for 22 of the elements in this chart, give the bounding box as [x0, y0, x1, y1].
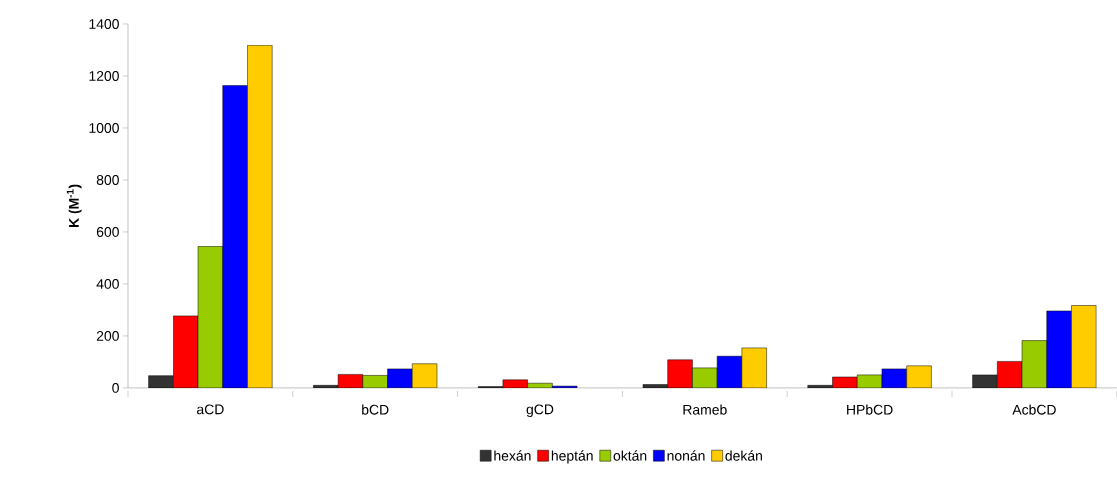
legend-label: heptán — [551, 450, 593, 464]
y-tick-label: 1000 — [89, 123, 119, 133]
bar — [1021, 340, 1048, 388]
bar — [197, 246, 223, 388]
y-tick-label: 0 — [112, 383, 119, 393]
x-tick-label: aCD — [197, 404, 224, 415]
y-tick-label: 1400 — [89, 19, 119, 29]
legend-label: nonán — [667, 450, 705, 461]
y-tick-label: 800 — [96, 175, 119, 185]
legend-label: hexán — [494, 450, 531, 461]
x-tick-label: AcbCD — [1012, 404, 1056, 415]
x-tick-label: gCD — [526, 404, 554, 418]
legend-label: oktán — [613, 450, 647, 461]
y-tick-label: 1200 — [89, 71, 119, 81]
legend-label: dekán — [725, 450, 762, 461]
y-tick-label: 600 — [96, 227, 119, 237]
y-axis-title: K (M$^{-1}$) — [66, 184, 82, 228]
y-tick-label: 400 — [96, 279, 119, 289]
y-tick-label: 200 — [96, 331, 119, 341]
x-tick-label: Rameb — [683, 404, 727, 415]
x-tick-label: bCD — [362, 404, 389, 415]
x-tick-label: HPbCD — [847, 404, 893, 415]
